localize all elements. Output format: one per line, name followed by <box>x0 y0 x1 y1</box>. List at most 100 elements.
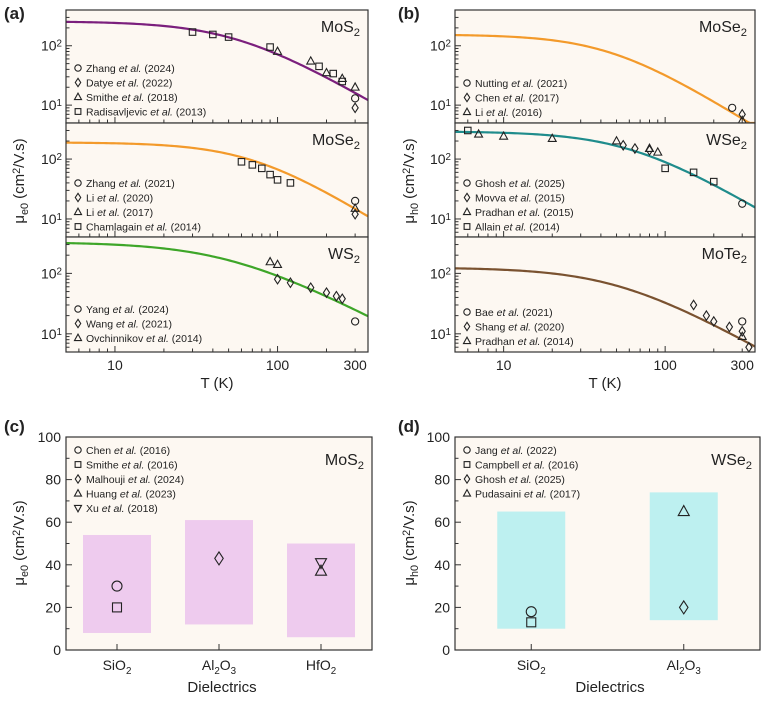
y-tick-label: 102 <box>430 265 451 281</box>
y-tick-label: 0 <box>53 642 61 658</box>
legend-marker-0 <box>74 446 82 454</box>
legend-label-2: Ovchinnikov et al. (2014) <box>86 333 202 345</box>
legend-marker-1 <box>74 192 82 203</box>
data-point-diamond <box>214 550 224 566</box>
data-point-circle <box>111 580 123 592</box>
fit-curve <box>454 33 755 125</box>
y-tick-label: 100 <box>427 429 451 445</box>
x-tick-label: 300 <box>731 357 755 373</box>
data-point-square <box>689 168 698 177</box>
legend-marker-2 <box>73 333 83 342</box>
y-tick-label: 101 <box>430 326 451 342</box>
plot-area <box>455 237 755 352</box>
data-point-diamond <box>678 599 689 615</box>
data-point-triangle <box>677 504 691 517</box>
x-tick-label: 100 <box>266 357 290 373</box>
panel-label-b: (b) <box>398 4 420 23</box>
legend-label-2: Li et al. (2017) <box>86 207 153 219</box>
legend-label-0: Zhang et al. (2021) <box>86 178 175 190</box>
legend-label-0: Jang et al. (2022) <box>475 445 557 457</box>
data-point-diamond <box>619 139 627 151</box>
data-point-circle <box>738 199 747 208</box>
panel-title: WS2 <box>328 246 360 266</box>
panel-label-c: (c) <box>4 417 25 436</box>
legend-marker-1 <box>74 318 82 329</box>
panel-title: WSe2 <box>706 132 747 152</box>
range-bar <box>649 492 718 621</box>
data-point-triangle <box>611 135 622 145</box>
plot-area <box>455 10 755 123</box>
legend-marker-2 <box>73 207 83 216</box>
data-point-square <box>209 30 217 39</box>
y-tick-label: 101 <box>430 97 451 113</box>
panel-d-wse2-dielectrics: 0 20 40 60 80 100 SiO2 Al2O3 WSe2 Jang et al. (20… <box>427 429 761 677</box>
y-tick-label: 20 <box>434 599 450 615</box>
data-point-diamond <box>322 286 331 299</box>
legend-label-0: Yang et al. (2024) <box>86 304 169 316</box>
panel-title: MoTe2 <box>702 246 747 266</box>
data-point-square <box>188 28 197 36</box>
data-point-square <box>266 170 274 179</box>
legend-marker-0 <box>463 79 471 87</box>
legend-marker-0 <box>74 179 82 187</box>
y-tick-label: 40 <box>434 557 450 573</box>
legend-marker-3 <box>463 223 471 230</box>
legend-label-3: Allain et al. (2014) <box>475 222 560 234</box>
legend-label-0: Nutting et al. (2021) <box>475 78 567 90</box>
legend-label-3: Radisavljevic et al. (2013) <box>86 107 206 119</box>
legend-marker-3 <box>74 108 82 115</box>
y-tick-label: 100 <box>38 429 62 445</box>
y-tick-label: 102 <box>41 265 62 281</box>
data-point-triangle <box>265 256 275 266</box>
plot-area <box>66 237 368 352</box>
x-tick-label: Al2O3 <box>667 657 702 677</box>
legend-marker-2 <box>462 336 472 345</box>
panel-title: WSe2 <box>711 452 752 472</box>
c-x-axis-label: Dielectrics <box>187 679 256 696</box>
y-tick-label: 101 <box>41 97 62 113</box>
legend-label-4: Xu et al. (2018) <box>86 503 158 515</box>
legend-label-1: Chen et al. (2017) <box>475 93 559 105</box>
legend-marker-3 <box>73 488 83 497</box>
data-point-triangle <box>547 133 558 142</box>
legend-label-1: Datye et al. (2022) <box>86 78 172 90</box>
y-tick-label: 101 <box>430 211 451 227</box>
y-tick-label: 101 <box>41 326 62 342</box>
d-x-axis-label: Dielectrics <box>575 679 644 696</box>
y-tick-label: 80 <box>434 472 450 488</box>
legend-marker-0 <box>463 446 471 454</box>
data-point-square <box>661 164 669 173</box>
legend-label-3: Pudasaini et al. (2017) <box>475 489 580 501</box>
x-tick-label: 10 <box>107 357 123 373</box>
panel-a-mos2: 101 102 MoS2 Zhang et al. (2024) Datye et al… <box>41 9 369 124</box>
data-point-circle <box>738 317 747 326</box>
x-tick-label: Al2O3 <box>202 657 237 677</box>
y-tick-label: 0 <box>442 642 450 658</box>
data-point-diamond <box>710 315 718 328</box>
range-bar <box>83 534 151 633</box>
legend-marker-0 <box>74 64 82 72</box>
data-point-square <box>709 177 718 186</box>
y-tick-label: 102 <box>430 38 451 54</box>
plot-frame <box>454 236 756 353</box>
data-point-triangle <box>321 67 332 77</box>
b-y-axis-label: μh0 (cm2/V.s) <box>401 138 421 223</box>
data-point-diamond <box>338 293 346 305</box>
legend-label-2: Ghosh et al. (2025) <box>475 474 565 486</box>
y-tick-label: 60 <box>45 514 61 530</box>
data-point-triangle <box>644 143 655 152</box>
legend-label-2: Malhouji et al. (2024) <box>86 474 184 486</box>
panel-b-wse2: 101 102 WSe2 Ghosh et al. (2025) Movva et al… <box>430 122 756 238</box>
data-point-circle <box>525 606 537 618</box>
data-point-triangle <box>652 146 663 156</box>
fit-curve <box>65 20 369 102</box>
legend-marker-1 <box>463 92 471 103</box>
y-axis-labels: μe0 (cm2/V.s) μh0 (cm2/V.s) μe0 (cm2/V.s) μ… <box>11 138 421 585</box>
data-point-diamond <box>738 108 746 121</box>
a-y-axis-label: μe0 (cm2/V.s) <box>11 138 31 223</box>
fit-curve <box>65 241 369 318</box>
legend-marker-0 <box>74 305 82 313</box>
data-point-square <box>266 43 274 51</box>
legend-marker-1 <box>463 461 471 468</box>
